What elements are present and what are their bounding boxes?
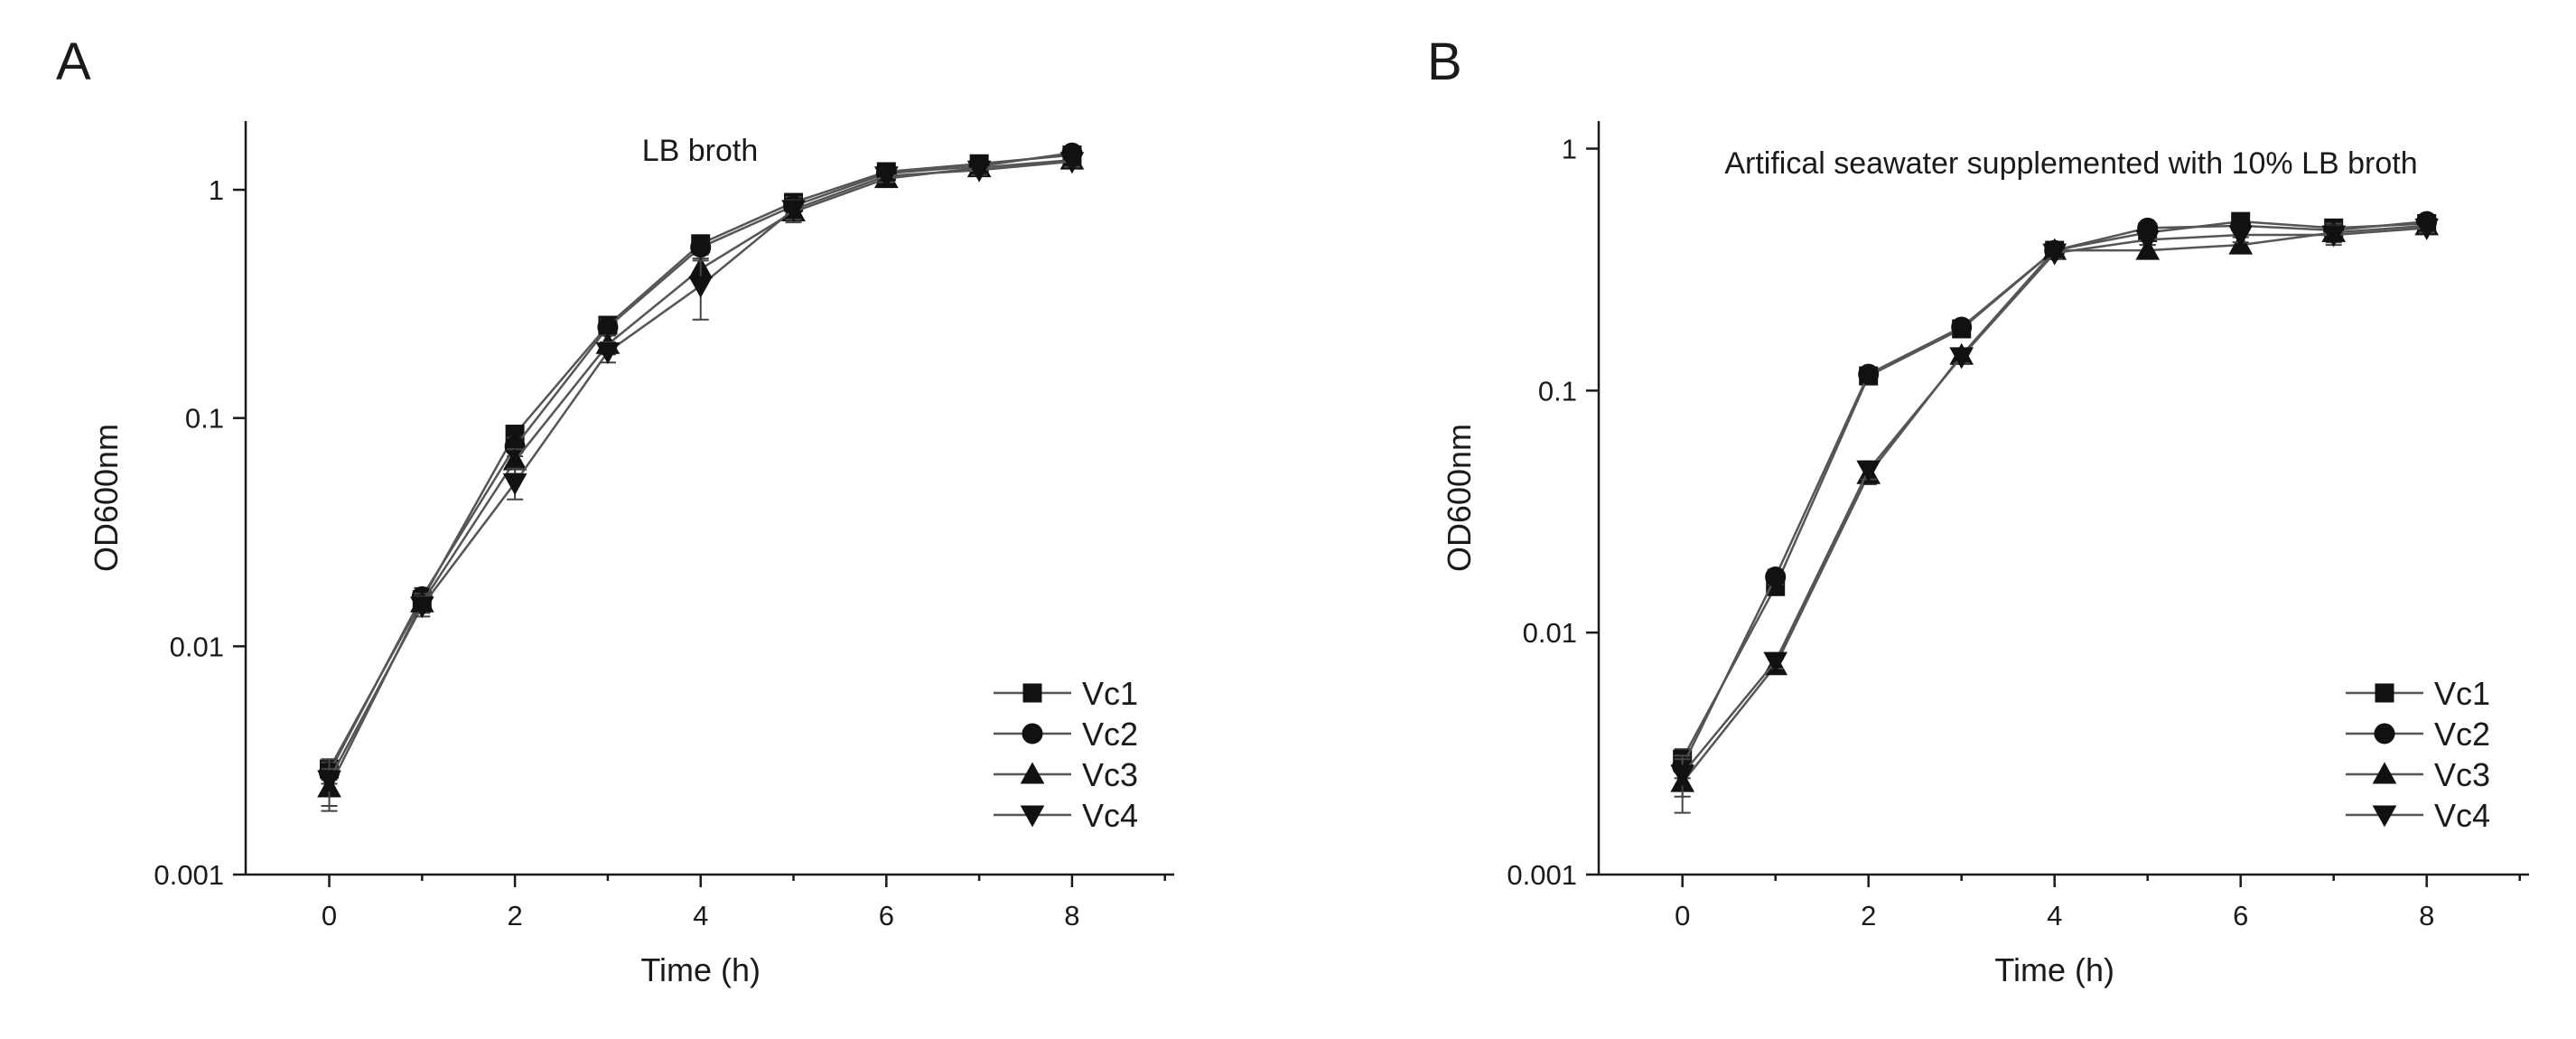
legend-marker — [1022, 723, 1043, 744]
x-tick-label: 4 — [693, 900, 708, 931]
legend-marker — [2375, 683, 2394, 703]
legend-item: Vc2 — [994, 716, 1138, 753]
x-tick-label: 2 — [1861, 900, 1876, 931]
data-point — [1059, 152, 1085, 174]
x-tick-label: 2 — [507, 900, 522, 931]
chart-title: LB broth — [642, 134, 759, 168]
chart-panel-a: A 0 2 4 6 8 0.001 0.01 0.1 1 Time (h) OD600nm LB bro… — [56, 33, 1174, 988]
data-point — [966, 160, 992, 183]
data-point — [781, 200, 806, 222]
legend-item: Vc3 — [994, 756, 1138, 793]
data-point — [873, 166, 899, 189]
x-tick-label: 0 — [1675, 900, 1690, 931]
data-point — [317, 770, 341, 792]
legend-item: Vc1 — [994, 675, 1138, 712]
legend-item: Vc3 — [2346, 756, 2490, 793]
series-line — [1681, 224, 2427, 783]
y-tick-label: 0.001 — [154, 859, 224, 891]
x-tick-label: 8 — [1064, 900, 1079, 931]
series-line — [1681, 220, 2427, 760]
data-point — [502, 473, 527, 495]
panel-letter: B — [1427, 33, 1462, 91]
legend-marker — [1022, 683, 1042, 703]
x-axis-title: Time (h) — [1994, 951, 2114, 988]
legend-marker — [2372, 805, 2397, 828]
chart-panel-b: B 0 2 4 6 8 0.001 0.01 0.1 1 Time (h) OD600nm Artifi… — [1427, 33, 2529, 988]
series-line — [1681, 220, 2427, 767]
y-tick-label: 1 — [209, 174, 224, 206]
data-point — [1856, 460, 1881, 482]
legend-label: Vc1 — [1082, 675, 1138, 712]
series-vc4 — [317, 152, 1085, 807]
x-tick-label: 4 — [2047, 900, 2062, 931]
data-point — [688, 276, 714, 298]
x-axis-title: Time (h) — [640, 951, 761, 988]
x-tick-label: 6 — [879, 900, 894, 931]
data-point — [2228, 225, 2254, 248]
data-point — [1858, 363, 1880, 385]
data-point — [2321, 225, 2347, 248]
series-vc1 — [1673, 211, 2437, 772]
series-vc2 — [1672, 211, 2438, 780]
series-line — [1681, 227, 2427, 775]
series-vc3 — [1670, 213, 2440, 814]
legend-marker — [2372, 762, 2397, 784]
y-tick-label: 0.01 — [170, 631, 224, 662]
data-point — [2414, 218, 2440, 240]
x-tick-label: 8 — [2419, 900, 2434, 931]
legend-marker — [1020, 762, 1045, 784]
data-point — [1951, 316, 1973, 338]
y-tick-label: 0.01 — [1523, 617, 1577, 649]
x-tick-label: 0 — [322, 900, 337, 931]
data-point — [1949, 347, 1974, 370]
y-axis-title: OD600nm — [1441, 424, 1478, 572]
legend-label: Vc3 — [1082, 756, 1138, 793]
legend-item: Vc2 — [2346, 716, 2490, 753]
data-point — [690, 237, 712, 258]
series-vc4 — [1670, 218, 2440, 798]
y-tick-label: 1 — [1562, 134, 1577, 165]
legend-label: Vc3 — [2434, 756, 2490, 793]
legend-label: Vc2 — [2434, 716, 2490, 753]
data-point — [2135, 229, 2161, 252]
legend-marker — [1020, 805, 1045, 828]
chart-title: Artifical seawater supplemented with 10%… — [1724, 146, 2417, 181]
legend-item: Vc4 — [2346, 797, 2490, 834]
data-point — [2042, 243, 2067, 266]
legend-label: Vc2 — [1082, 716, 1138, 753]
legend-label: Vc4 — [1082, 797, 1138, 834]
data-point — [1765, 566, 1787, 587]
legend-label: Vc4 — [2434, 797, 2490, 834]
data-point — [409, 596, 434, 619]
legend-item: Vc4 — [994, 797, 1138, 834]
legend-item: Vc1 — [2346, 675, 2490, 712]
legend-marker — [2374, 723, 2395, 744]
y-tick-label: 0.1 — [1538, 375, 1577, 407]
panel-letter: A — [56, 33, 91, 91]
legend-label: Vc1 — [2434, 675, 2490, 712]
x-tick-label: 6 — [2233, 900, 2248, 931]
data-point — [1670, 764, 1695, 787]
y-tick-label: 0.001 — [1507, 859, 1577, 891]
y-axis-title: OD600nm — [88, 424, 125, 572]
data-point — [595, 342, 621, 364]
series-vc2 — [319, 142, 1083, 785]
data-point — [1763, 651, 1788, 674]
y-tick-label: 0.1 — [185, 403, 224, 435]
